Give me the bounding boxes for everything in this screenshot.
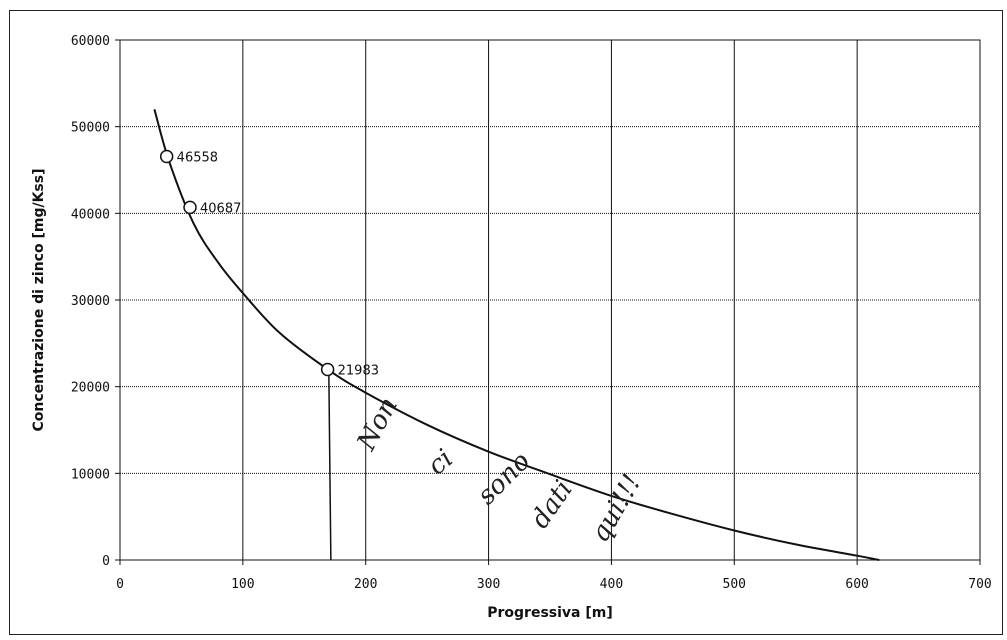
x-tick-label: 600 [845,577,868,592]
x-tick-label: 300 [477,577,500,592]
y-tick-label: 0 [102,554,110,569]
x-tick-label: 0 [116,577,124,592]
x-tick-label: 200 [354,577,377,592]
data-point [161,150,173,162]
data-point-label: 40687 [200,201,241,216]
data-point [322,363,334,375]
y-tick-label: 30000 [71,294,110,309]
y-tick-label: 10000 [71,467,110,482]
y-tick-label: 60000 [71,34,110,49]
x-tick-label: 700 [968,577,991,592]
data-point [184,201,196,213]
x-tick-label: 500 [723,577,746,592]
y-axis-title: Concentrazione di zinco [mg/Kss] [31,169,47,432]
data-point-label: 21983 [338,363,379,378]
y-tick-label: 20000 [71,381,110,396]
x-axis-title: Progressiva [m] [487,605,613,621]
x-tick-label: 100 [231,577,254,592]
y-tick-label: 50000 [71,121,110,136]
data-point-label: 46558 [177,150,218,165]
y-tick-label: 40000 [71,207,110,222]
x-tick-label: 400 [600,577,623,592]
